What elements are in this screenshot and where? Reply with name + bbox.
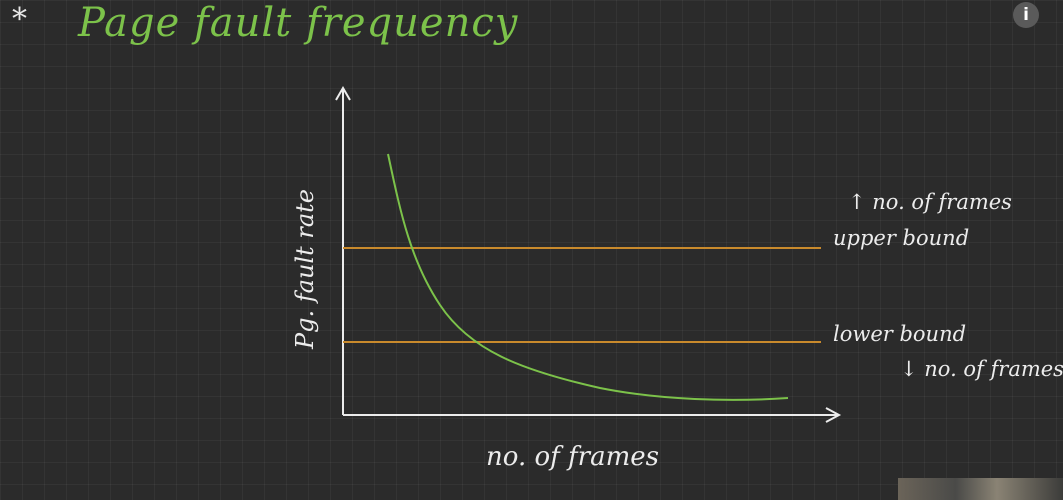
y-axis-arrowhead [335, 86, 351, 101]
decrease-frames-note: ↓ no. of frames [900, 357, 1063, 381]
y-axis-label: Pg. fault rate [291, 189, 319, 349]
page-title: Page fault frequency [78, 0, 519, 46]
increase-frames-note: ↑ no. of frames [848, 190, 1012, 214]
info-icon[interactable]: i [1013, 2, 1039, 28]
upper-bound-label: upper bound [833, 226, 970, 250]
fault-rate-curve [387, 153, 789, 401]
x-axis-label: no. of frames [486, 442, 659, 472]
bullet-star: * [12, 2, 27, 37]
lower-bound-label: lower bound [833, 322, 967, 346]
presenter-video-thumbnail [898, 478, 1063, 500]
x-axis-arrowhead [825, 407, 842, 423]
